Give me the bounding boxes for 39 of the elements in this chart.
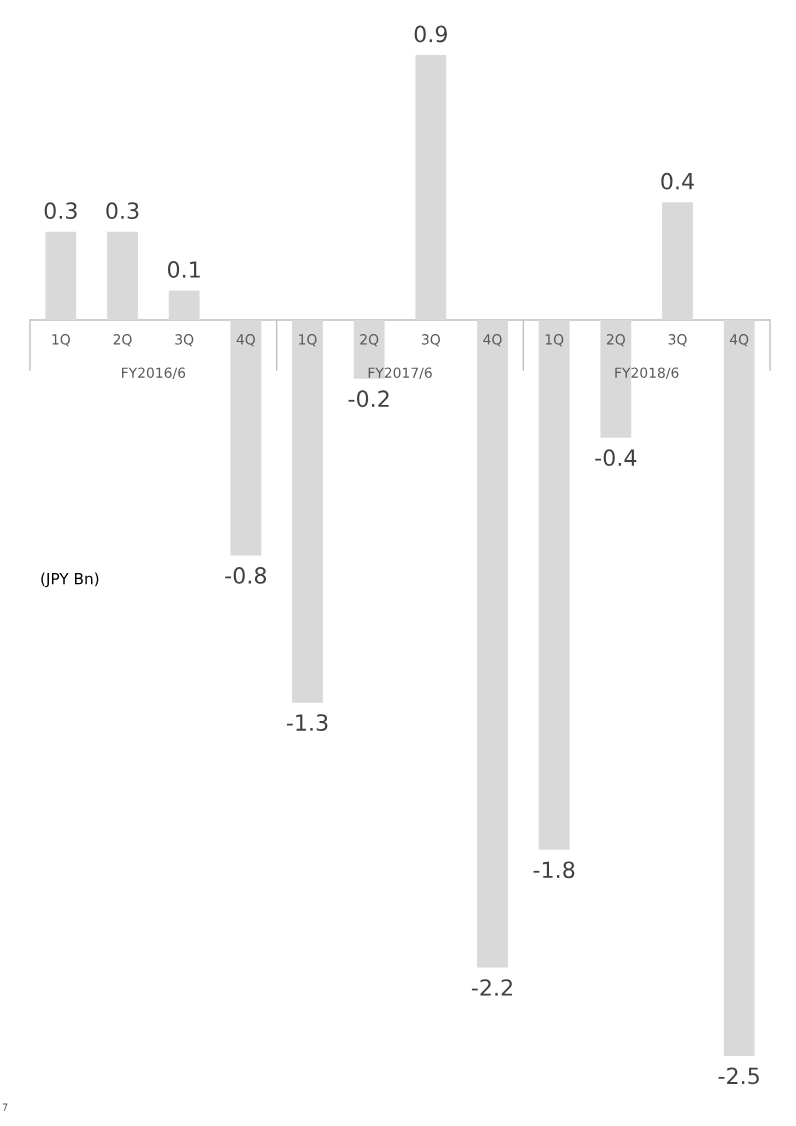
x-tick-label: 3Q [422,334,440,347]
data-label: 0.3 [44,202,77,220]
data-label: -0.2 [348,390,389,408]
data-label: 0.4 [661,172,694,190]
bar [477,319,508,968]
annotation: FY2017/6 [368,367,432,380]
data-label: -0.4 [595,449,637,467]
bar [107,231,138,320]
bar [292,319,323,703]
x-tick-label: 4Q [483,334,502,347]
bar [45,231,77,320]
text: 7 [2,1103,8,1111]
x-tick-label: 2Q [360,334,379,347]
bar [168,290,200,320]
bar [662,202,693,320]
data-label: -2.2 [471,979,512,996]
data-label: 0.3 [106,202,139,220]
x-tick-label: 3Q [668,334,687,347]
x-tick-label: 3Q [175,334,194,347]
annotation: (JPY Bn) [41,572,99,588]
annotation: FY2016/6 [122,367,186,380]
x-tick-label: 1Q [545,334,564,347]
bar [723,319,755,1056]
annotation: FY2018/6 [615,367,679,380]
data-label: -1.3 [286,714,328,731]
data-label: 0.9 [414,25,447,43]
x-tick-label: 2Q [606,334,625,347]
x-tick-label: 4Q [236,334,255,347]
x-tick-label: 1Q [299,334,317,347]
data-label: -0.8 [225,567,266,584]
bar [538,319,570,850]
data-label: -1.8 [533,861,575,879]
data-label: -2.5 [718,1067,759,1085]
x-tick-label: 2Q [113,334,132,347]
bar [415,55,447,320]
data-label: 0.1 [167,261,200,278]
x-tick-label: 4Q [729,334,749,347]
x-tick-label: 1Q [52,334,70,347]
bar [230,319,262,556]
